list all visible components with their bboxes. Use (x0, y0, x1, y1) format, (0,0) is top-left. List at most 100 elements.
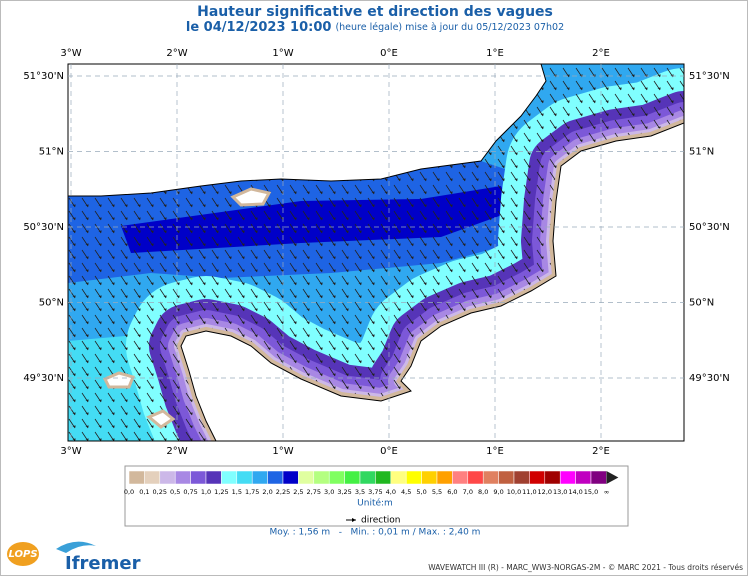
legend-label: 1,5 (232, 488, 242, 496)
legend-label: 5,0 (416, 488, 426, 496)
legend-label: 8,0 (478, 488, 488, 496)
legend-label: 0,75 (183, 488, 197, 496)
lat-label: 49°30'N (23, 373, 64, 384)
lat-label: 51°N (39, 147, 64, 158)
legend-swatch (575, 470, 592, 485)
lon-label: 1°E (486, 446, 504, 457)
legend-swatch (375, 470, 392, 485)
legend-swatch (359, 470, 376, 485)
lon-label: 0°E (380, 48, 398, 59)
legend-swatch (190, 470, 207, 485)
legend-label: 2,75 (307, 488, 321, 496)
lat-label: 50°30'N (689, 222, 730, 233)
legend-arrow (606, 471, 619, 484)
lon-label: 2°E (592, 446, 610, 457)
legend-swatch (513, 470, 530, 485)
legend-swatch (559, 470, 576, 485)
update: (heure légale) mise à jour du 05/12/2023… (335, 22, 564, 33)
legend-label: 13,0 (553, 488, 567, 496)
legend-label: 0,25 (153, 488, 167, 496)
legend-label: 2,25 (276, 488, 290, 496)
lops-logo (7, 542, 39, 566)
lon-label: 3°W (60, 446, 81, 457)
legend-label: 15,0 (584, 488, 598, 496)
unit: Unité:m (357, 498, 393, 509)
lon-label: 1°W (272, 48, 293, 59)
legend-label: 1,25 (214, 488, 228, 496)
lat-label: 49°30'N (689, 373, 730, 384)
date: le 04/12/2023 10:00 (186, 20, 332, 35)
lat-label: 51°30'N (23, 71, 64, 82)
legend-label: 5,5 (432, 488, 442, 496)
lat-label: 50°N (39, 298, 64, 309)
legend-swatch (144, 470, 161, 485)
lon-label: 1°E (486, 48, 504, 59)
legend-swatch (482, 470, 499, 485)
legend-swatch (328, 470, 345, 485)
legend-label: 2,0 (262, 488, 272, 496)
legend-label: ∞ (604, 488, 609, 496)
direction-arrowhead (352, 518, 356, 522)
isle-of-wight (230, 187, 272, 207)
lon-label: 3°W (60, 48, 81, 59)
graticule: 3°W 3°W 2°W 2°W 1°W 1°W 0°E 0°E 1°E 1°E 2°E 2°E 51°3… (23, 48, 729, 457)
lon-label: 2°W (166, 48, 187, 59)
legend-swatch (236, 470, 253, 485)
legend-label: 1,75 (245, 488, 259, 496)
lon-label: 2°E (592, 48, 610, 59)
ifremer-wave (56, 541, 96, 553)
legend-label: 3,0 (324, 488, 334, 496)
legend-label: 9,0 (493, 488, 503, 496)
lon-label: 0°E (380, 446, 398, 457)
map (68, 64, 684, 441)
legend-label: 2,5 (293, 488, 303, 496)
lops-text: LOPS (8, 549, 37, 560)
legend-label: 4,0 (386, 488, 396, 496)
subtitle: le 04/12/2023 10:00 (heure légale) mise à… (186, 20, 564, 35)
ifremer-text: Ifremer (65, 553, 141, 574)
legend-swatch (467, 470, 484, 485)
lat-label: 51°30'N (689, 71, 730, 82)
legend-swatch (421, 470, 438, 485)
legend-swatch (221, 470, 238, 485)
legend-label: 12,0 (538, 488, 552, 496)
legend-swatch (298, 470, 315, 485)
legend-swatch (282, 470, 299, 485)
legend-swatch (405, 470, 422, 485)
legend-label: 10,0 (507, 488, 521, 496)
legend-label: 6,0 (447, 488, 457, 496)
legend-label: 3,5 (355, 488, 365, 496)
lon-label: 1°W (272, 446, 293, 457)
legend-swatch (159, 470, 176, 485)
legend-swatch (205, 470, 222, 485)
legend-swatch (344, 470, 361, 485)
legend-label: 14,0 (568, 488, 582, 496)
legend-swatch (436, 470, 453, 485)
lon-label: 2°W (166, 446, 187, 457)
france-coast (180, 122, 684, 441)
guernsey (146, 409, 176, 429)
stats: Moy. : 1,56 m - Min. : 0,01 m / Max. : 2… (270, 528, 481, 538)
legend-label: 0,5 (170, 488, 180, 496)
lat-label: 50°N (689, 298, 714, 309)
legend-swatch (529, 470, 546, 485)
lat-label: 50°30'N (23, 222, 64, 233)
legend-label: 0,0 (124, 488, 134, 496)
legend-swatch (313, 470, 330, 485)
legend-swatch (390, 470, 407, 485)
title: Hauteur significative et direction des v… (197, 4, 553, 20)
legend-swatch (498, 470, 515, 485)
credits: WAVEWATCH III (R) - MARC_WW3-NORGAS-2M -… (428, 563, 743, 572)
legend-swatch (267, 470, 284, 485)
legend: 0,0 0,1 0,25 0,5 0,75 1,0 1,25 1,5 1,75 2,0 2,25 2,… (124, 470, 619, 496)
legend-swatch (452, 470, 469, 485)
legend-swatch (251, 470, 268, 485)
map-frame (67, 63, 685, 442)
legend-label: 11,0 (522, 488, 536, 496)
jersey (102, 371, 136, 389)
legend-swatch (590, 470, 607, 485)
legend-swatch (174, 470, 191, 485)
legend-label: 3,75 (368, 488, 382, 496)
england (68, 64, 547, 197)
